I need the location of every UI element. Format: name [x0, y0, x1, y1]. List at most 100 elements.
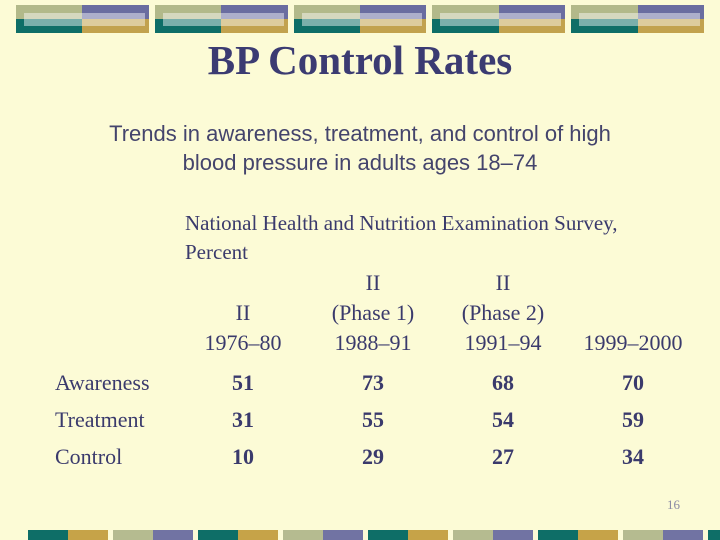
- table-cell: 31: [232, 406, 254, 432]
- table-cell: 59: [622, 406, 644, 432]
- column-header-line: II: [495, 270, 511, 295]
- bottom-decorative-strip: [0, 530, 720, 540]
- strip-segment-gold: [68, 530, 108, 540]
- deco-teal-quadrant: [154, 19, 222, 33]
- strip-segment-sage: [113, 530, 153, 540]
- table-cell: 54: [492, 406, 514, 432]
- table-row: Treatment 31 55 54 59: [48, 401, 698, 438]
- page-number: 16: [667, 497, 680, 512]
- top-decorative-strip: [16, 5, 704, 33]
- table-cell: 29: [362, 443, 384, 469]
- table-row: Awareness 51 73 68 70: [48, 364, 698, 401]
- strip-segment-gold: [238, 530, 278, 540]
- strip-pair: [538, 530, 618, 540]
- deco-highlight-overlay: [23, 12, 145, 26]
- strip-segment-gold: [408, 530, 448, 540]
- row-label: Control: [55, 443, 123, 469]
- subtitle-line: Trends in awareness, treatment, and cont…: [109, 121, 611, 146]
- row-label: Awareness: [55, 369, 150, 395]
- strip-pair: [28, 530, 108, 540]
- table-header-spacer: [48, 268, 178, 358]
- table-cell: 51: [232, 369, 254, 395]
- table-cell: 27: [492, 443, 514, 469]
- strip-pair: [283, 530, 363, 540]
- deco-sage-quadrant: [293, 5, 360, 19]
- table-cell: 73: [362, 369, 384, 395]
- data-table: II 1976–80 II (Phase 1) 1988–91 II (Phas…: [48, 268, 698, 475]
- deco-teal-quadrant: [432, 19, 499, 33]
- strip-segment-sage: [623, 530, 663, 540]
- deco-slate-quadrant: [221, 5, 288, 19]
- decorative-block: [154, 5, 288, 33]
- deco-highlight-overlay: [440, 12, 562, 26]
- strip-pair: [113, 530, 193, 540]
- survey-caption: National Health and Nutrition Examinatio…: [185, 209, 705, 267]
- strip-segment-purple: [663, 530, 703, 540]
- deco-sage-quadrant: [154, 5, 222, 19]
- table-column-header: II (Phase 2) 1991–94: [438, 268, 568, 358]
- deco-teal-quadrant: [293, 19, 360, 33]
- strip-segment-purple: [153, 530, 193, 540]
- column-header-line: II: [235, 300, 251, 325]
- deco-gold-quadrant: [359, 19, 427, 33]
- deco-slate-quadrant: [82, 5, 149, 19]
- strip-pair: [623, 530, 703, 540]
- subtitle-line: blood pressure in adults ages 18–74: [182, 150, 538, 175]
- survey-caption-line: Percent: [185, 240, 248, 264]
- deco-gold-quadrant: [82, 19, 149, 33]
- deco-teal-quadrant: [571, 19, 638, 33]
- column-header-line: II: [365, 270, 381, 295]
- strip-segment-sage: [453, 530, 493, 540]
- strip-segment-teal: [198, 530, 238, 540]
- deco-sage-quadrant: [571, 5, 638, 19]
- column-header-line: (Phase 1): [331, 300, 415, 325]
- strip-segment-gold: [578, 530, 618, 540]
- table-body: Awareness 51 73 68 70 Treatment 31 55 54…: [48, 364, 698, 475]
- table-row: Control 10 29 27 34: [48, 438, 698, 475]
- strip-pair: [453, 530, 533, 540]
- strip-segment-teal: [28, 530, 68, 540]
- table-column-header: 1999–2000: [568, 268, 698, 358]
- strip-pair: [368, 530, 448, 540]
- strip-segment-teal: [368, 530, 408, 540]
- row-label: Treatment: [55, 406, 145, 432]
- bottom-strip-segments: [28, 530, 720, 540]
- deco-gold-quadrant: [637, 19, 704, 33]
- strip-pair: [708, 530, 720, 540]
- deco-slate-quadrant: [637, 5, 704, 19]
- strip-segment-sage: [283, 530, 323, 540]
- column-header-line: 1976–80: [204, 330, 282, 355]
- decorative-block: [293, 5, 427, 33]
- deco-sage-quadrant: [432, 5, 499, 19]
- decorative-block: [571, 5, 704, 33]
- table-header-row: II 1976–80 II (Phase 1) 1988–91 II (Phas…: [48, 268, 698, 358]
- slide-title: BP Control Rates: [207, 37, 513, 83]
- deco-highlight-overlay: [579, 12, 700, 26]
- column-header-line: 1999–2000: [583, 330, 683, 355]
- column-header-line: 1991–94: [464, 330, 542, 355]
- deco-highlight-overlay: [162, 12, 284, 26]
- strip-segment-teal: [708, 530, 720, 540]
- table-column-header: II 1976–80: [178, 268, 308, 358]
- deco-teal-quadrant: [16, 19, 83, 33]
- decorative-block: [16, 5, 149, 33]
- survey-caption-line: National Health and Nutrition Examinatio…: [185, 211, 618, 235]
- table-cell: 70: [622, 369, 644, 395]
- table-cell: 34: [622, 443, 644, 469]
- strip-segment-purple: [493, 530, 533, 540]
- table-column-header: II (Phase 1) 1988–91: [308, 268, 438, 358]
- deco-gold-quadrant: [221, 19, 288, 33]
- table-cell: 10: [232, 443, 254, 469]
- strip-segment-purple: [323, 530, 363, 540]
- deco-gold-quadrant: [498, 19, 566, 33]
- table-cell: 55: [362, 406, 384, 432]
- deco-sage-quadrant: [16, 5, 83, 19]
- deco-highlight-overlay: [301, 12, 423, 26]
- column-header-line: (Phase 2): [461, 300, 545, 325]
- decorative-block: [432, 5, 566, 33]
- slide-subtitle: Trends in awareness, treatment, and cont…: [0, 119, 720, 177]
- deco-slate-quadrant: [498, 5, 566, 19]
- column-header-line: 1988–91: [334, 330, 412, 355]
- deco-slate-quadrant: [359, 5, 427, 19]
- table-cell: 68: [492, 369, 514, 395]
